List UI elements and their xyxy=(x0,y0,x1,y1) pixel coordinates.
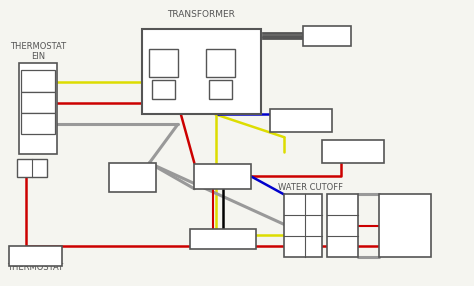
Bar xyxy=(379,194,431,257)
Text: TRANSFORMER: TRANSFORMER xyxy=(167,10,236,19)
Bar xyxy=(21,113,55,134)
Text: C: C xyxy=(36,163,42,172)
Text: SPLICER: SPLICER xyxy=(206,172,240,181)
Bar xyxy=(209,80,232,99)
Text: THERMOSTAT: THERMOSTAT xyxy=(8,263,64,272)
Text: N: N xyxy=(337,200,343,209)
Bar xyxy=(21,92,55,113)
Text: WATER CUTOFF: WATER CUTOFF xyxy=(278,183,343,192)
Text: R: R xyxy=(22,163,27,172)
Bar xyxy=(152,80,175,99)
Text: R: R xyxy=(29,98,35,108)
Bar xyxy=(142,29,261,114)
Text: H: H xyxy=(299,200,304,209)
Bar xyxy=(190,229,256,249)
Text: N: N xyxy=(299,220,304,229)
Text: THERMOSTAT
EIN: THERMOSTAT EIN xyxy=(10,42,66,61)
Bar xyxy=(149,49,178,77)
Text: BURNER
SWITCH: BURNER SWITCH xyxy=(283,110,319,130)
Bar xyxy=(19,63,57,154)
Bar xyxy=(303,26,351,46)
Text: POWER: POWER xyxy=(313,31,346,40)
Bar xyxy=(284,194,322,257)
Bar xyxy=(322,140,384,163)
Bar xyxy=(21,70,55,92)
Bar xyxy=(17,159,47,177)
Bar xyxy=(9,246,62,266)
Bar xyxy=(194,164,251,189)
Text: H: H xyxy=(337,220,343,229)
Text: VENT DAMPER: VENT DAMPER xyxy=(192,234,253,243)
Text: B: B xyxy=(299,240,304,249)
Bar xyxy=(327,194,358,257)
Text: PSI
BOX: PSI BOX xyxy=(124,167,142,186)
Bar xyxy=(109,163,156,192)
Text: BOILER
VALVE?: BOILER VALVE? xyxy=(338,142,368,161)
Text: C: C xyxy=(337,240,343,249)
Text: C: C xyxy=(29,77,35,86)
Bar xyxy=(206,49,235,77)
Text: W1: W1 xyxy=(25,120,37,129)
Text: AUTO
WATER
FEEDER: AUTO WATER FEEDER xyxy=(389,211,422,241)
Bar xyxy=(270,109,332,132)
